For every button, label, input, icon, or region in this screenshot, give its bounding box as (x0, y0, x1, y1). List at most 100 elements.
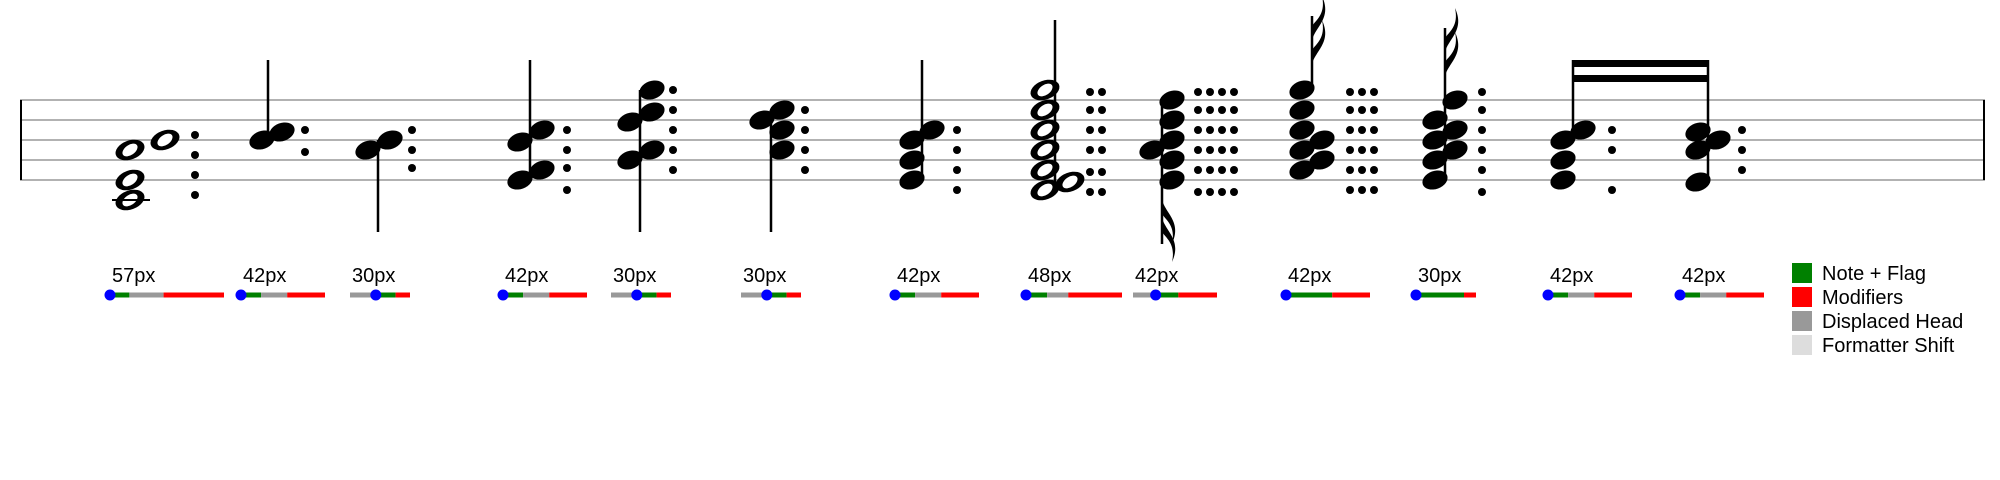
augmentation-dot (1370, 88, 1378, 96)
augmentation-dot (669, 106, 677, 114)
origin-dot (1280, 289, 1292, 301)
augmentation-dot (1098, 188, 1106, 196)
note-head-hollow (150, 129, 180, 151)
augmentation-dot (1370, 186, 1378, 194)
augmentation-dot (1086, 126, 1094, 134)
note-head (1309, 150, 1335, 170)
note-head-hole (1037, 183, 1053, 197)
note-head-hollow (1030, 79, 1060, 101)
augmentation-dot (191, 191, 199, 199)
augmentation-dot (1230, 166, 1238, 174)
augmentation-dot (1358, 106, 1366, 114)
augmentation-dot (1346, 146, 1354, 154)
width-bar-group: 42px (1280, 265, 1370, 301)
width-label: 30px (1418, 265, 1461, 287)
augmentation-dot (1370, 166, 1378, 174)
width-label: 42px (243, 265, 286, 287)
note-head (1289, 80, 1315, 100)
note-head (1309, 130, 1335, 150)
staff (20, 99, 1985, 181)
width-bar-group: 42px (235, 265, 325, 301)
augmentation-dot (953, 166, 961, 174)
legend-label: Modifiers (1822, 287, 1903, 309)
note-head (529, 160, 555, 180)
note-head (769, 120, 795, 140)
origin-dot (631, 289, 643, 301)
origin-dot (1150, 289, 1162, 301)
origin-dot (1542, 289, 1554, 301)
note-head (1550, 150, 1576, 170)
augmentation-dot (1206, 146, 1214, 154)
legend-swatch (1792, 335, 1812, 355)
flag (1162, 218, 1176, 262)
augmentation-dot (301, 148, 309, 156)
width-label: 57px (112, 265, 155, 287)
augmentation-dot (1346, 126, 1354, 134)
note-head (1705, 130, 1731, 150)
augmentation-dot (801, 126, 809, 134)
note-head-hole (1062, 175, 1078, 189)
origin-dot (104, 289, 116, 301)
augmentation-dot (408, 146, 416, 154)
note-head (1422, 150, 1448, 170)
augmentation-dot (1086, 168, 1094, 176)
note-head (899, 130, 925, 150)
origin-dot (370, 289, 382, 301)
origin-dot (235, 289, 247, 301)
note-head (1422, 130, 1448, 150)
legend-swatch (1792, 263, 1812, 283)
note-head (899, 170, 925, 190)
legend-swatch (1792, 311, 1812, 331)
note-head-hole (1037, 83, 1053, 97)
note-head (639, 102, 665, 122)
note-head-hollow (1055, 171, 1085, 193)
note-head (1570, 120, 1596, 140)
note-head-hole (122, 173, 138, 187)
augmentation-dot (1098, 88, 1106, 96)
augmentation-dot (1194, 106, 1202, 114)
note-head (749, 110, 775, 130)
augmentation-dot (1478, 126, 1486, 134)
width-bar-group: 30px (741, 265, 801, 301)
note-head (769, 140, 795, 160)
augmentation-dot (408, 126, 416, 134)
augmentation-dot (1358, 146, 1366, 154)
legend-swatch (1792, 287, 1812, 307)
augmentation-dot (1478, 106, 1486, 114)
width-bars: 57px 42px 30px 42px 30px 30px 42px 48px 42px 42px… (104, 265, 1764, 301)
augmentation-dot (191, 151, 199, 159)
augmentation-dot (1194, 126, 1202, 134)
note-head-hole (1037, 123, 1053, 137)
augmentation-dot (1218, 106, 1226, 114)
augmentation-dot (1230, 106, 1238, 114)
augmentation-dot (1098, 126, 1106, 134)
note-head (1139, 140, 1165, 160)
augmentation-dot (1738, 126, 1746, 134)
flag (1162, 200, 1176, 244)
legend-label: Displaced Head (1822, 311, 1963, 333)
augmentation-dot (563, 146, 571, 154)
note-head (1159, 130, 1185, 150)
augmentation-dot (1218, 126, 1226, 134)
augmentation-dot (1358, 88, 1366, 96)
augmentation-dot (1194, 88, 1202, 96)
note-head-hollow (1030, 139, 1060, 161)
flag (1312, 20, 1326, 64)
origin-dot (761, 289, 773, 301)
augmentation-dot (1206, 126, 1214, 134)
augmentation-dot (1358, 126, 1366, 134)
width-bar-group: 30px (350, 265, 410, 301)
note-head (617, 112, 643, 132)
note-head (1289, 140, 1315, 160)
note-head (1289, 100, 1315, 120)
augmentation-dot (1194, 188, 1202, 196)
note-head (1289, 160, 1315, 180)
width-bar-group: 57px (104, 265, 224, 301)
note-head (899, 150, 925, 170)
note-head-hollow (1030, 119, 1060, 141)
augmentation-dot (563, 164, 571, 172)
augmentation-dot (1086, 106, 1094, 114)
origin-dot (497, 289, 509, 301)
flag (1312, 0, 1326, 40)
